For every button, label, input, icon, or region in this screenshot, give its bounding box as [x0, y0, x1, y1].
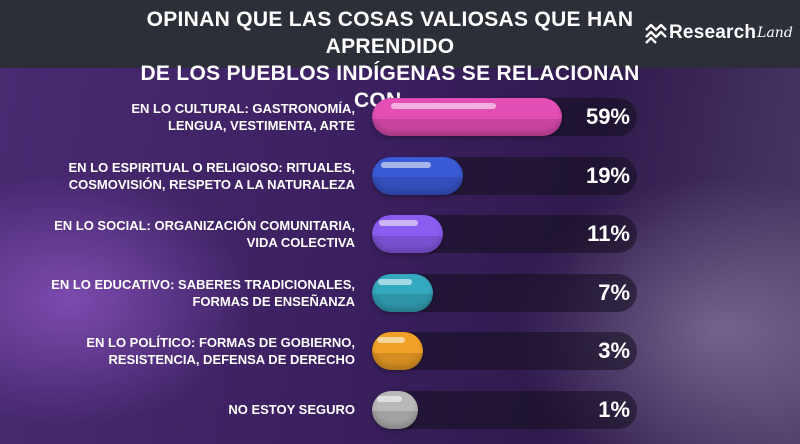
bar-highlight	[391, 103, 496, 109]
bar-shade	[372, 411, 419, 429]
bar-shade	[372, 235, 444, 253]
category-label: EN LO ESPIRITUAL O RELIGIOSO: RITUALES, C…	[25, 159, 355, 193]
bar	[372, 98, 562, 136]
value-label: 3%	[598, 338, 630, 363]
category-label: EN LO POLÍTICO: FORMAS DE GOBIERNO, RESIS…	[25, 334, 355, 368]
category-label-line: EN LO ESPIRITUAL O RELIGIOSO: RITUALES,	[68, 159, 355, 175]
category-label: EN LO SOCIAL: ORGANIZACIÓN COMUNITARIA, V…	[25, 217, 355, 251]
logo-script: Land	[757, 25, 793, 41]
bar-highlight	[379, 220, 419, 226]
bar-highlight	[381, 161, 432, 168]
bar-highlight	[377, 337, 406, 343]
category-label-line: EN LO CULTURAL: GASTRONOMÍA,	[131, 101, 355, 116]
category-label-line: VIDA COLECTIVA	[246, 235, 355, 250]
value-label: 1%	[598, 396, 630, 422]
bar-highlight	[376, 395, 403, 402]
category-label-line: FORMAS DE ENSEÑANZA	[192, 293, 355, 309]
researchland-logo: Research Land	[645, 18, 793, 48]
category-label: NO ESTOY SEGURO	[25, 401, 355, 418]
category-label-line: EN LO POLÍTICO: FORMAS DE GOBIERNO,	[86, 335, 355, 350]
value-label: 19%	[585, 162, 630, 188]
category-label-line: EN LO SOCIAL: ORGANIZACIÓN COMUNITARIA,	[54, 218, 355, 233]
category-label: EN LO EDUCATIVO: SABERES TRADICIONALES, F…	[25, 276, 355, 310]
value-label: 11%	[587, 221, 630, 246]
logo-mark-icon	[645, 23, 667, 44]
category-label-line: LENGUA, VESTIMENTA, ARTE	[167, 118, 355, 133]
category-label-line: EN LO EDUCATIVO: SABERES TRADICIONALES,	[51, 276, 355, 292]
category-label-line: NO ESTOY SEGURO	[228, 402, 355, 417]
bar-shade	[372, 177, 464, 195]
bar	[372, 332, 424, 370]
bar-shade	[372, 118, 562, 136]
bar	[372, 215, 444, 253]
value-label: 7%	[598, 279, 630, 305]
bar	[372, 390, 419, 429]
logo-word: Research	[669, 22, 757, 43]
bar-shade	[372, 352, 424, 370]
bar-highlight	[378, 278, 412, 285]
value-label: 59%	[585, 104, 630, 129]
title-line-1: OPINAN QUE LAS COSAS VALIOSAS QUE HAN AP…	[146, 8, 634, 58]
category-label: EN LO CULTURAL: GASTRONOMÍA, LENGUA, VEST…	[25, 100, 355, 134]
bar	[372, 273, 434, 312]
category-label-line: RESISTENCIA, DEFENSA DE DERECHO	[108, 352, 355, 367]
bar-shade	[372, 294, 434, 312]
category-label-line: COSMOVISIÓN, RESPETO A LA NATURALEZA	[68, 176, 355, 192]
bar	[372, 156, 464, 195]
